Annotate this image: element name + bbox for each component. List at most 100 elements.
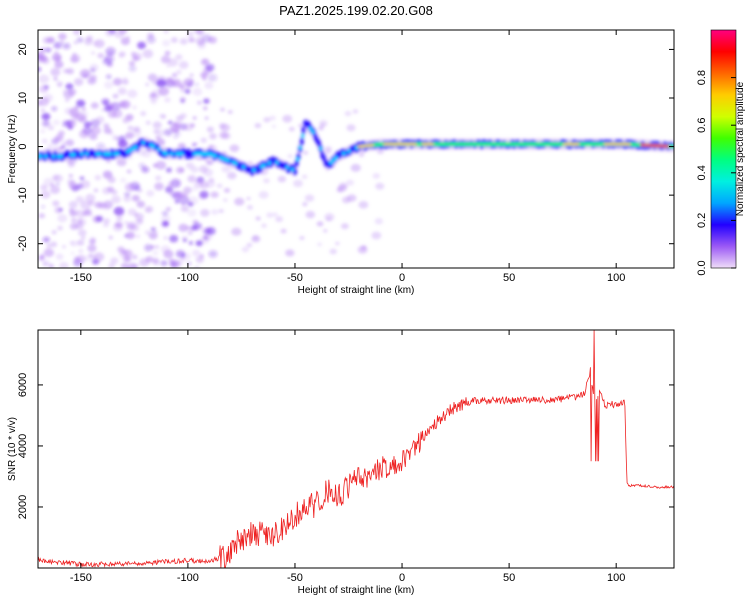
snr-y-axis-label: SNR (10 * v/v)	[7, 417, 18, 481]
spectrogram-noise-blob	[50, 185, 61, 194]
spectrogram-noise-blob	[227, 171, 237, 180]
spectrogram-noise-blob	[171, 80, 180, 88]
spectrogram-noise-blob	[167, 181, 175, 188]
ridge-green	[416, 142, 421, 146]
spectrogram-noise-blob	[41, 112, 51, 121]
spectrogram-noise	[38, 30, 385, 268]
spectrogram-noise-blob	[71, 118, 77, 123]
spectrogram-x-tick-label: 50	[503, 272, 515, 284]
spectrogram-noise-blob	[120, 262, 129, 268]
spectrogram-noise-blob	[192, 116, 197, 120]
ridge-green	[519, 142, 524, 146]
spectrogram-noise-blob	[285, 249, 295, 257]
spectrogram-noise-blob	[223, 198, 228, 202]
snr-panel: -150 -100 -50 0 50 100 2000 4000 6000 Height of…	[7, 329, 675, 596]
ridge-cyan	[151, 144, 156, 149]
ridge-blue	[301, 126, 306, 134]
spectrogram-noise-blob	[104, 30, 115, 37]
spectrogram-noise-blob	[125, 231, 135, 240]
spectrogram-noise-blob	[203, 98, 210, 104]
colorbar-tick-label: 0.0	[696, 260, 708, 275]
snr-x-tick-label: 0	[399, 572, 405, 584]
spectrogram-noise-blob	[75, 195, 84, 203]
ridge-green	[486, 142, 490, 146]
spectrogram-noise-blob	[71, 217, 77, 223]
spectrogram-noise-blob	[63, 68, 69, 74]
ridge-green	[504, 142, 508, 146]
spectrogram-noise-blob	[150, 227, 156, 232]
spectrogram-noise-blob	[197, 40, 206, 47]
ridge-green	[535, 142, 539, 146]
spectrogram-noise-blob	[124, 221, 129, 225]
spectrogram-noise-blob	[152, 257, 160, 264]
ridge-hot	[430, 142, 434, 146]
snr-x-axis-label: Height of straight line (km)	[298, 585, 415, 596]
spectrogram-noise-blob	[131, 129, 142, 138]
spectrogram-noise-blob	[357, 246, 368, 254]
ridge-cyan	[310, 129, 315, 135]
spectrogram-noise-blob	[319, 123, 326, 128]
spectrogram-noise-blob	[63, 90, 74, 99]
spectrogram-noise-blob	[88, 132, 97, 140]
spectrogram-noise-blob	[126, 169, 132, 174]
ridge-cyan	[179, 151, 184, 157]
spectrogram-noise-blob	[127, 208, 137, 216]
spectrogram-noise-blob	[145, 83, 149, 87]
spectrogram-noise-blob	[126, 262, 138, 268]
spectrogram-noise-blob	[149, 245, 155, 249]
spectrogram-noise-blob	[53, 41, 62, 49]
spectrogram-noise-blob	[188, 37, 195, 43]
spectrogram-noise-blob	[40, 254, 45, 258]
ridge-cyan	[71, 152, 76, 157]
snr-marks	[38, 330, 674, 568]
spectrogram-noise-blob	[58, 130, 65, 137]
ridge-green	[483, 142, 488, 146]
spectrogram-noise-blob	[119, 177, 127, 183]
spectrogram-noise-blob	[169, 234, 179, 243]
ridge-green	[478, 142, 483, 146]
spectrogram-noise-blob	[163, 128, 173, 136]
spectrogram-noise-blob	[178, 223, 189, 232]
spectrogram-noise-blob	[85, 35, 94, 42]
spectrogram-noise-blob	[131, 254, 138, 260]
spectrogram-noise-blob	[48, 125, 55, 131]
ridge-cyan	[341, 151, 346, 156]
ridge-green	[450, 142, 454, 146]
spectrogram-y-tick-label: 20	[17, 43, 29, 55]
spectrogram-noise-blob	[65, 83, 74, 90]
spectrogram-noise-blob	[67, 178, 75, 186]
spectrogram-noise-blob	[229, 144, 240, 153]
spectrogram-noise-blob	[200, 58, 210, 66]
ridge-green	[465, 142, 470, 146]
ridge-green	[550, 142, 555, 146]
spectrogram-noise-blob	[194, 265, 200, 268]
spectrogram-noise-blob	[263, 117, 271, 123]
spectrogram-noise-blob	[51, 106, 58, 112]
ridge-green	[455, 142, 460, 146]
spectrogram-noise-blob	[101, 98, 110, 106]
spectrogram-noise-blob	[155, 135, 161, 140]
spectrogram-noise-blob	[180, 256, 185, 261]
spectrogram-noise-blob	[114, 222, 119, 227]
spectrogram-noise-blob	[167, 58, 178, 67]
spectrogram-noise-blob	[211, 209, 219, 215]
ridge-green	[440, 142, 444, 146]
spectrogram-noise-blob	[116, 158, 127, 167]
ridge-green	[460, 142, 465, 146]
spectrogram-noise-blob	[185, 162, 195, 169]
spectrogram-noise-blob	[40, 108, 46, 113]
spectrogram-noise-blob	[207, 73, 218, 82]
spectrogram-noise-blob	[205, 179, 215, 188]
ridge-cyan	[79, 151, 84, 157]
spectrogram-noise-blob	[69, 222, 79, 230]
spectrogram-noise-blob	[91, 40, 99, 47]
spectrogram-noise-blob	[323, 229, 328, 233]
spectrogram-noise-blob	[209, 133, 217, 140]
spectrogram-noise-blob	[216, 183, 223, 189]
ridge-cyan	[213, 153, 218, 159]
ridge-cyan	[318, 146, 323, 151]
spectrogram-noise-blob	[48, 263, 55, 268]
ridge-green	[473, 142, 478, 146]
ridge-hot	[370, 143, 374, 147]
spectrogram-noise-blob	[85, 193, 96, 203]
